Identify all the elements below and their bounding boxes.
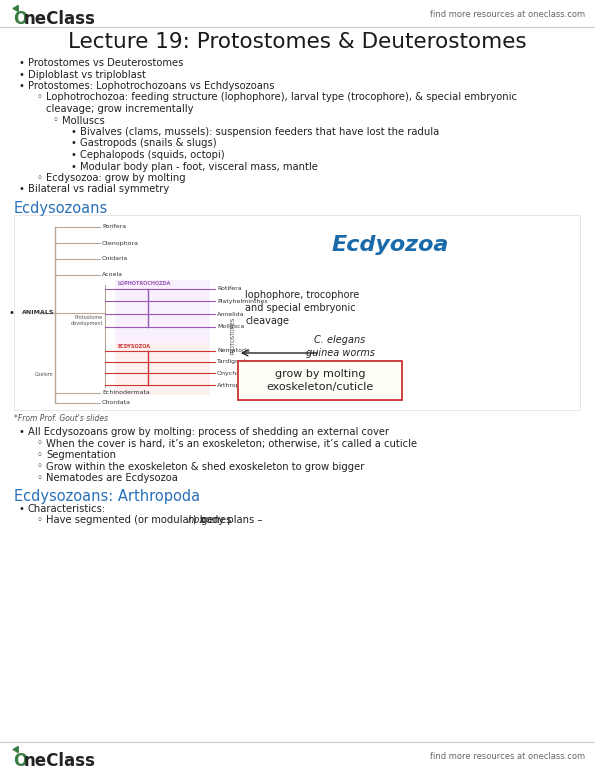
Text: •: • <box>18 58 24 68</box>
Text: ◦: ◦ <box>36 515 42 525</box>
Text: Ecdysozoa: grow by molting: Ecdysozoa: grow by molting <box>46 173 186 183</box>
Text: Nematodes are Ecdysozoa: Nematodes are Ecdysozoa <box>46 473 178 483</box>
Text: Protostomes: Lophotrochozoans vs Echdysozoans: Protostomes: Lophotrochozoans vs Echdyso… <box>28 81 274 91</box>
Text: cleavage; grow incrementally: cleavage; grow incrementally <box>46 104 193 114</box>
FancyBboxPatch shape <box>238 361 402 400</box>
Text: Characteristics:: Characteristics: <box>28 504 106 514</box>
Text: •: • <box>18 69 24 79</box>
Text: Molluscs: Molluscs <box>62 116 105 126</box>
Text: grow by molting
exoskeleton/cuticle: grow by molting exoskeleton/cuticle <box>267 369 374 392</box>
Text: ◦: ◦ <box>36 473 42 483</box>
Text: Lophotrochozoa: feeding structure (lophophore), larval type (trocophore), & spec: Lophotrochozoa: feeding structure (lopho… <box>46 92 517 102</box>
Text: •: • <box>8 308 14 318</box>
Text: O: O <box>13 10 27 28</box>
Text: Lecture 19: Protostomes & Deuterostomes: Lecture 19: Protostomes & Deuterostomes <box>68 32 527 52</box>
Text: C. elegans
guinea worms: C. elegans guinea worms <box>305 335 374 358</box>
Text: Have segmented (or modular) body plans –: Have segmented (or modular) body plans – <box>46 515 265 525</box>
Text: Echinodermata: Echinodermata <box>102 390 150 396</box>
Text: ECDYSOZOA: ECDYSOZOA <box>117 344 150 349</box>
Text: genes: genes <box>198 515 231 525</box>
Text: •: • <box>18 185 24 195</box>
Text: Diploblast vs triploblast: Diploblast vs triploblast <box>28 69 146 79</box>
FancyBboxPatch shape <box>115 280 210 348</box>
Text: Arthropoda: Arthropoda <box>217 383 252 387</box>
Text: When the cover is hard, it’s an exoskeleton; otherwise, it’s called a cuticle: When the cover is hard, it’s an exoskele… <box>46 438 417 448</box>
Text: Tardigrada: Tardigrada <box>217 360 250 364</box>
Text: Onychophora: Onychophora <box>217 370 259 376</box>
Text: find more resources at oneclass.com: find more resources at oneclass.com <box>430 10 585 19</box>
Text: PROTOSTOMES: PROTOSTOMES <box>230 316 236 353</box>
Text: Rotifera: Rotifera <box>217 286 242 292</box>
Text: Acoela: Acoela <box>102 273 123 277</box>
Text: Bilateral vs radial symmetry: Bilateral vs radial symmetry <box>28 185 169 195</box>
Text: ANIMALS: ANIMALS <box>22 310 55 316</box>
Text: •: • <box>18 427 24 437</box>
Text: Annelida: Annelida <box>217 312 245 316</box>
Text: Mollusca: Mollusca <box>217 324 245 330</box>
Text: Chordata: Chordata <box>102 400 131 406</box>
Text: ◦: ◦ <box>36 173 42 183</box>
Text: neClass: neClass <box>24 10 96 28</box>
FancyBboxPatch shape <box>115 343 210 395</box>
Text: All Ecdysozoans grow by molting: process of shedding an external cover: All Ecdysozoans grow by molting: process… <box>28 427 389 437</box>
Text: LOPHOTROCHOZDA: LOPHOTROCHOZDA <box>117 281 170 286</box>
FancyBboxPatch shape <box>14 215 580 410</box>
Text: ◦: ◦ <box>52 116 58 126</box>
Text: Gastropods (snails & slugs): Gastropods (snails & slugs) <box>80 139 217 149</box>
Text: Ecdyozoa: Ecdyozoa <box>331 235 449 255</box>
Text: Coelom: Coelom <box>35 373 53 377</box>
Text: Segmentation: Segmentation <box>46 450 116 460</box>
Text: Porifera: Porifera <box>102 225 126 229</box>
Text: hox: hox <box>187 515 206 525</box>
Text: •: • <box>71 127 77 137</box>
Text: Nematoda: Nematoda <box>217 349 250 353</box>
Text: Protostome
development: Protostome development <box>70 315 103 326</box>
Text: ◦: ◦ <box>36 92 42 102</box>
Text: Platyhelminthes: Platyhelminthes <box>217 299 268 303</box>
Text: find more resources at oneclass.com: find more resources at oneclass.com <box>430 752 585 761</box>
Text: ◦: ◦ <box>36 450 42 460</box>
Text: Grow within the exoskeleton & shed exoskeleton to grow bigger: Grow within the exoskeleton & shed exosk… <box>46 461 364 471</box>
Text: Ecdysozoans: Arthropoda: Ecdysozoans: Arthropoda <box>14 490 200 504</box>
Text: O: O <box>13 752 27 770</box>
Text: Modular body plan - foot, visceral mass, mantle: Modular body plan - foot, visceral mass,… <box>80 162 318 172</box>
Text: •: • <box>18 504 24 514</box>
Text: •: • <box>71 162 77 172</box>
Text: •: • <box>18 81 24 91</box>
Text: *From Prof. Gout's slides: *From Prof. Gout's slides <box>14 414 108 423</box>
Text: neClass: neClass <box>24 752 96 770</box>
Text: ◦: ◦ <box>36 438 42 448</box>
Text: Cnidaria: Cnidaria <box>102 256 129 262</box>
Text: Protostomes vs Deuterostomes: Protostomes vs Deuterostomes <box>28 58 183 68</box>
Text: Bivalves (clams, mussels): suspension feeders that have lost the radula: Bivalves (clams, mussels): suspension fe… <box>80 127 439 137</box>
Text: Ctenophora: Ctenophora <box>102 240 139 246</box>
Text: Cephalopods (squids, octopi): Cephalopods (squids, octopi) <box>80 150 225 160</box>
Text: Ecdysozoans: Ecdysozoans <box>14 201 108 216</box>
Text: lophophore, trocophore
and special embryonic
cleavage: lophophore, trocophore and special embry… <box>245 290 359 326</box>
Text: •: • <box>71 150 77 160</box>
Text: •: • <box>71 139 77 149</box>
Text: ◦: ◦ <box>36 461 42 471</box>
